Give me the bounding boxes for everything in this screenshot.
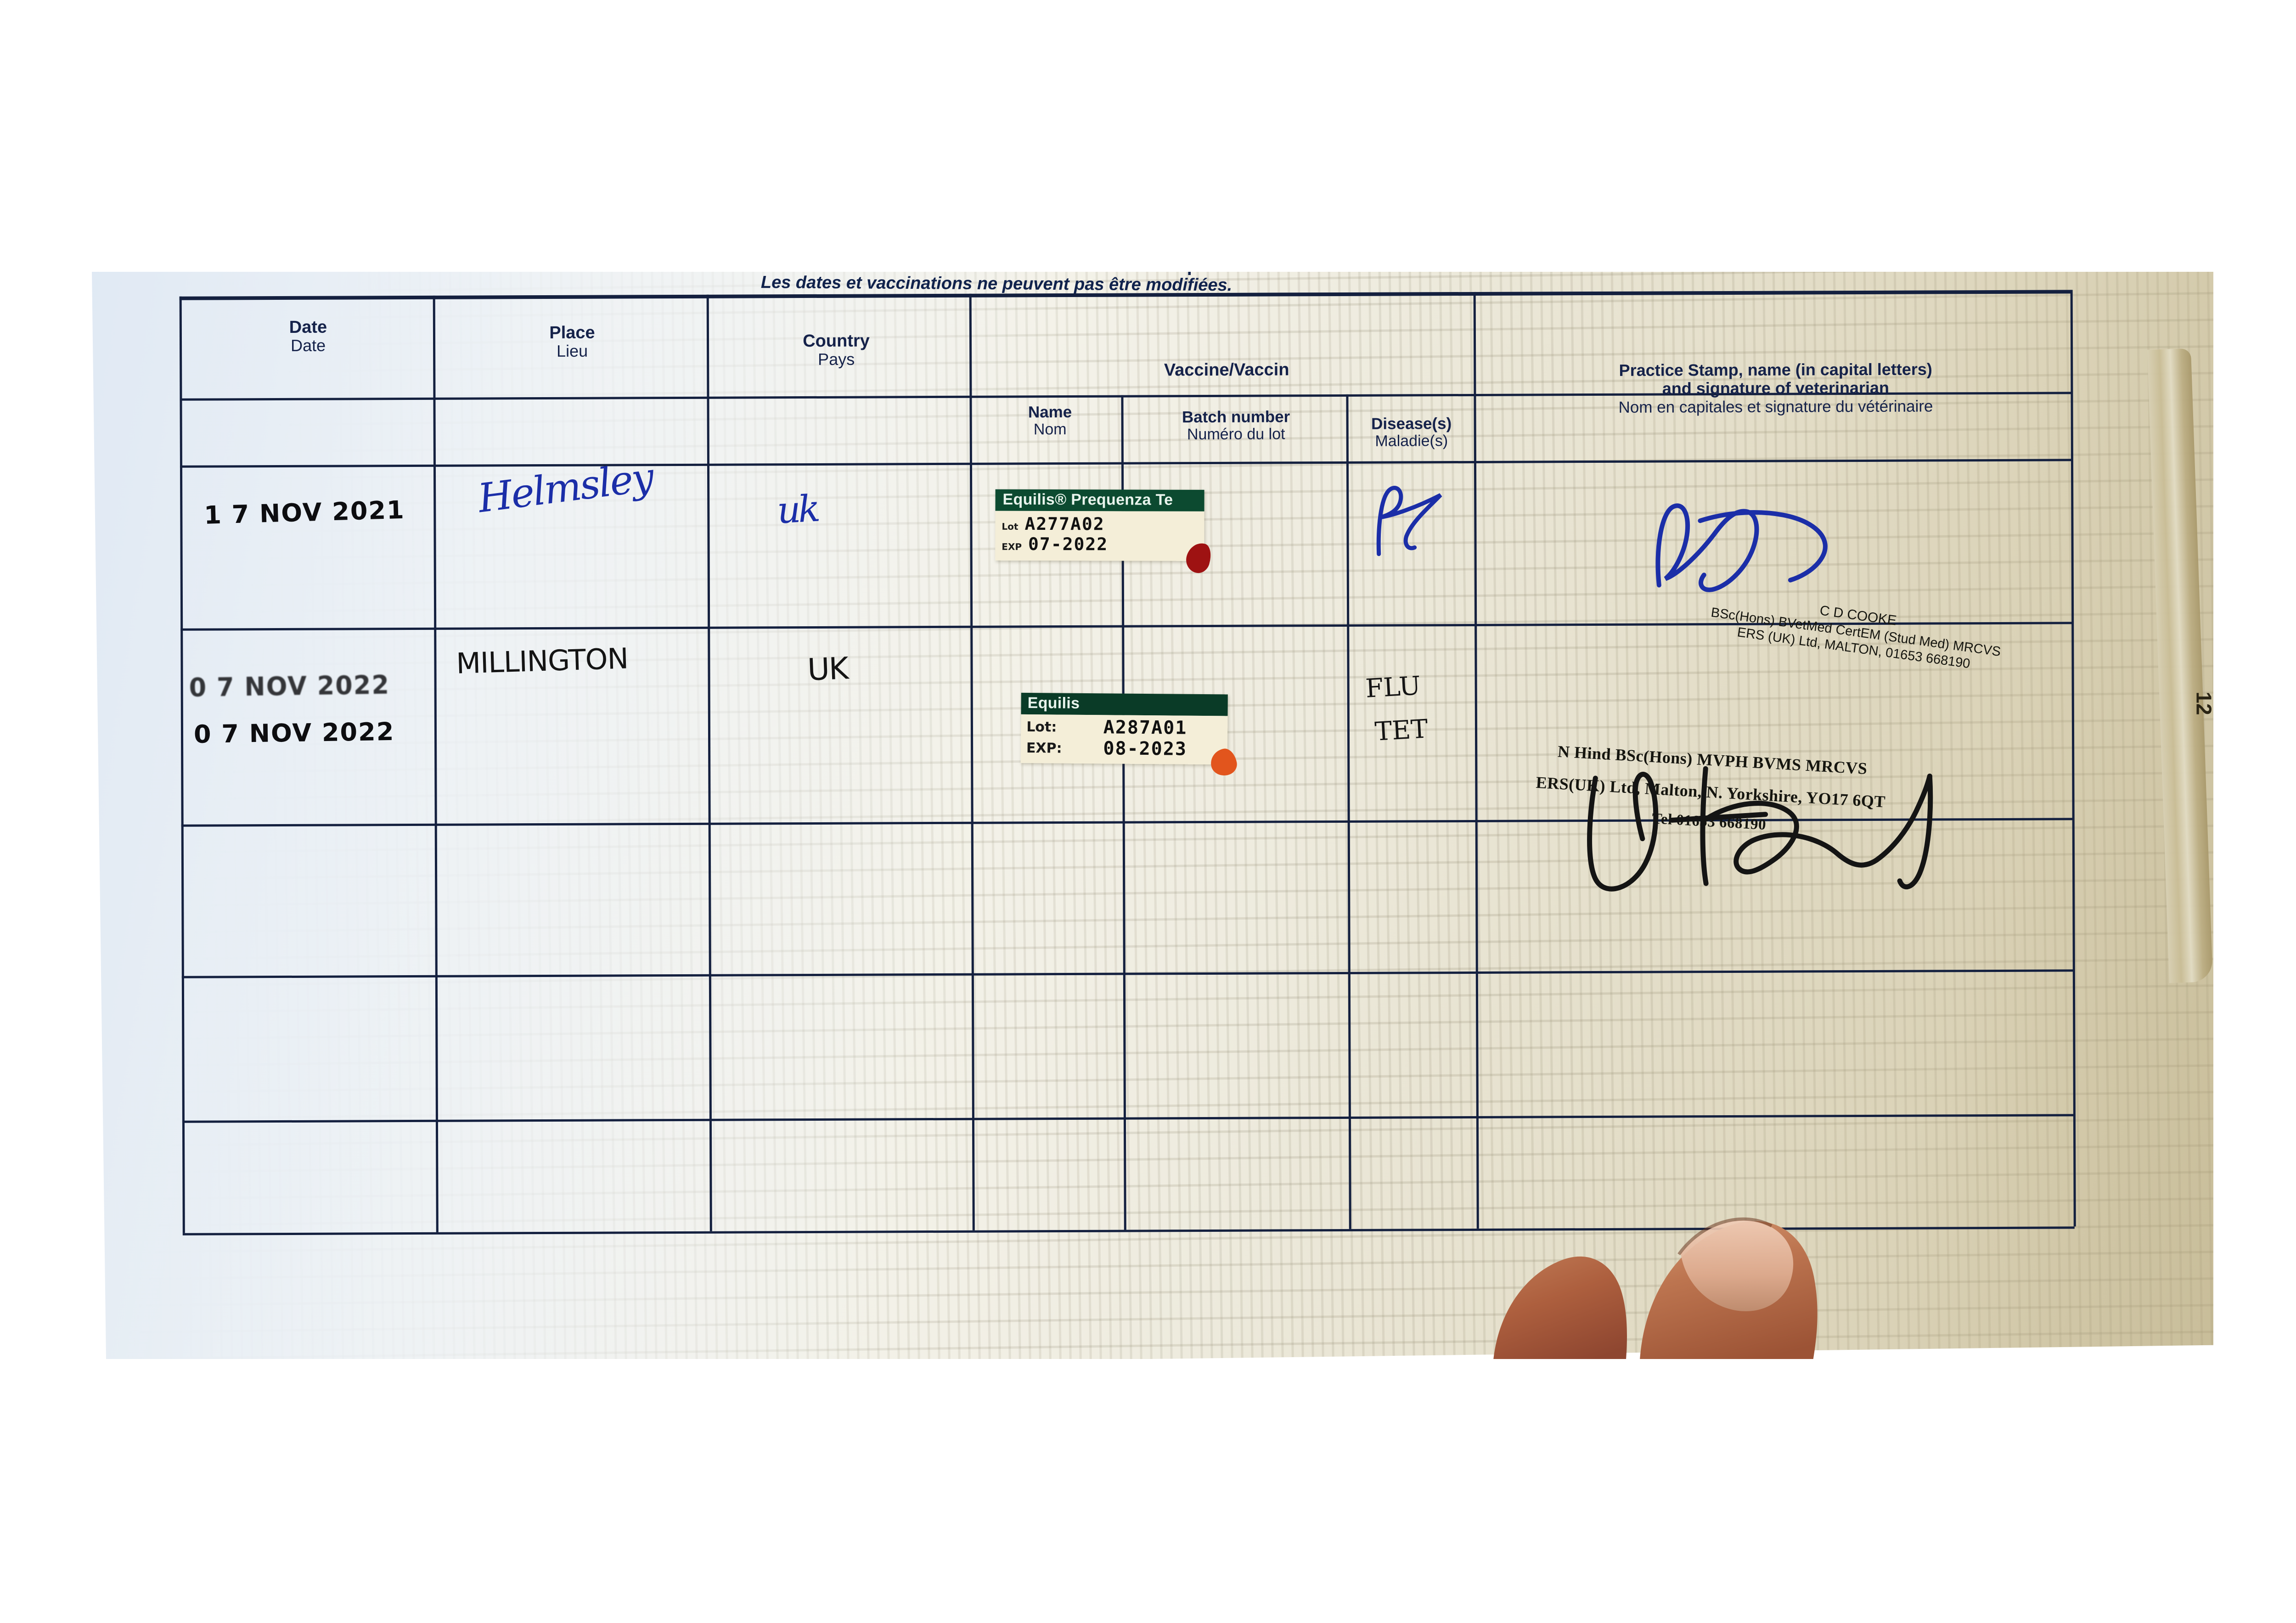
row2-date-stamp-smudged: 0 7 NOV 2022 [189, 669, 390, 703]
col-header-vaccine-name: Name Nom [1028, 403, 1072, 438]
vaccine-sticker-row2: Equilis Lot: A287A01 EXP: 08-2023 [1020, 692, 1239, 778]
rule-header-bottom [180, 459, 2072, 468]
sticker2-exp-value: 08-2023 [1103, 738, 1187, 760]
row2-disease-line2: TET [1374, 714, 1429, 747]
rule-left-edge [179, 296, 185, 1233]
col-header-batch: Batch number Numéro du lot [1182, 408, 1290, 443]
col-header-disease: Disease(s) Maladie(s) [1371, 415, 1452, 450]
rule-row3-bottom [181, 969, 2074, 978]
col-header-vaccine-group: Vaccine/Vaccin [1164, 360, 1289, 380]
frame-right [2213, 0, 2296, 1623]
col-header-place: Place Lieu [549, 323, 595, 360]
sticker1-brand: Equilis® Prequenza Te [995, 489, 1204, 511]
row2-country-handwriting: UK [807, 651, 849, 688]
page-number: 12 [2192, 691, 2216, 715]
vaccine-sticker-row1: Equilis® Prequenza Te Lot A277A02 EXP 07… [995, 489, 1215, 576]
sticker2-body: Lot: A287A01 EXP: 08-2023 [1020, 714, 1228, 765]
rule-after-disease [1473, 292, 1479, 1229]
sticker1-exp-value: 07-2022 [1028, 534, 1109, 555]
sticker1-lot-label: Lot [1002, 521, 1019, 532]
sticker1-exp-row: EXP 07-2022 [1002, 534, 1197, 555]
row2-disease-line1: FLU [1364, 671, 1422, 704]
sticker2-lot-label: Lot: [1026, 719, 1057, 736]
frame-left [0, 0, 92, 1623]
row1-date-stamp: 1 7 NOV 2021 [203, 495, 405, 530]
rule-after-batch [1346, 394, 1351, 1229]
sticker2-exp-label: EXP: [1026, 740, 1062, 757]
col-header-practice-stamp: Practice Stamp, name (in capital letters… [1618, 359, 1933, 416]
frame-top [0, 0, 2296, 272]
sticker1-body: Lot A277A02 EXP 07-2022 [995, 511, 1204, 561]
sticker1-lot-row: Lot A277A02 [1002, 514, 1197, 534]
sticker1-lot-value: A277A02 [1024, 513, 1105, 534]
row1-country-handwriting: uk [776, 487, 819, 532]
frame-bottom [0, 1359, 2296, 1623]
sticker2-lot-value: A287A01 [1103, 717, 1187, 739]
sticker2-brand: Equilis [1021, 692, 1228, 716]
rule-after-country [969, 293, 975, 1230]
col-header-country: Country Pays [803, 331, 870, 369]
sticker2-stack: Lot: A287A01 EXP: 08-2023 [1026, 716, 1221, 760]
sticker1-exp-label: EXP [1002, 541, 1022, 552]
row2-date-stamp: 0 7 NOV 2022 [193, 717, 395, 749]
rule-after-date [433, 295, 439, 1232]
col-header-date: Date Date [289, 317, 327, 355]
row2-place-handwriting: MILLINGTON [456, 641, 629, 680]
rule-after-place [706, 294, 712, 1231]
rule-right-edge [2070, 290, 2076, 1227]
rule-row4-bottom [182, 1114, 2074, 1123]
holding-fingers [1492, 1217, 1818, 1377]
